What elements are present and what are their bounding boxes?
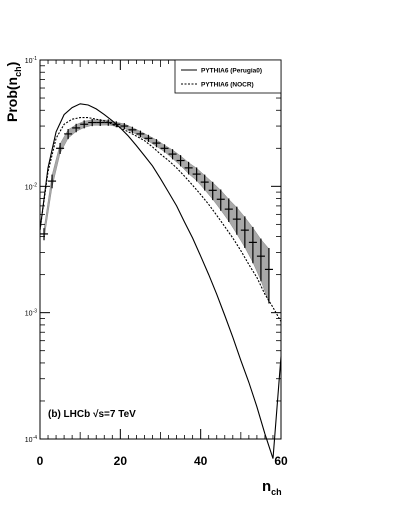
data-point: [168, 149, 177, 160]
y-axis-title: Prob(nch): [4, 62, 23, 122]
data-point: [152, 139, 161, 148]
legend-label-perugia0: PYTHIA6 (Perugia0): [201, 68, 262, 75]
data-point: [208, 181, 217, 201]
x-axis-title: nch: [262, 478, 282, 497]
y-tick-label-base: 10: [25, 58, 33, 65]
x-tick-label: 40: [194, 454, 208, 468]
y-tick-label-exponent: -1: [33, 56, 38, 62]
data-point: [216, 189, 225, 211]
data-point: [160, 144, 169, 153]
y-tick-label: 10-1: [25, 56, 37, 65]
y-tick-label-base: 10: [25, 437, 33, 444]
data-points-layer: [40, 119, 273, 304]
data-point: [112, 121, 121, 128]
y-tick-label: 10-2: [25, 182, 37, 191]
legend-label-nocr: PYTHIA6 (NOCR): [201, 82, 254, 89]
legend: PYTHIA6 (Perugia0) PYTHIA6 (NOCR): [174, 59, 282, 94]
y-axis-title-main: Prob(n: [4, 77, 20, 122]
y-tick-label: 10-4: [25, 435, 37, 444]
data-point: [224, 198, 233, 222]
y-tick-label-exponent: -4: [33, 435, 38, 441]
y-axis-title-close: ): [4, 62, 20, 67]
x-axis-title-sub: ch: [271, 487, 282, 497]
series-line-perugia0: [39, 103, 282, 459]
y-tick-label-exponent: -2: [33, 182, 38, 188]
x-tick-label: 0: [37, 454, 44, 468]
data-point: [80, 120, 89, 129]
y-tick-label-base: 10: [25, 311, 33, 318]
data-point: [192, 167, 201, 182]
plot-frame: [39, 59, 282, 440]
data-point: [64, 129, 73, 140]
data-point: [96, 119, 105, 126]
legend-box: [174, 59, 282, 94]
data-point: [144, 134, 153, 142]
data-point: [176, 155, 185, 167]
data-point: [264, 248, 273, 304]
series-line-nocr: [39, 117, 282, 322]
data-point: [72, 123, 81, 133]
x-axis-title-main: n: [262, 478, 271, 495]
data-point: [128, 126, 137, 134]
data-point: [200, 174, 209, 191]
x-tick-label: 60: [274, 454, 288, 468]
data-point: [232, 206, 241, 235]
data-point: [88, 119, 97, 127]
data-point: [248, 226, 257, 264]
data-point: [40, 228, 49, 241]
data-point: [120, 123, 129, 130]
data-point: [56, 143, 65, 155]
y-tick-label-exponent: -3: [33, 309, 38, 315]
series-layer: [39, 103, 282, 459]
data-point: [48, 174, 57, 189]
data-point: [184, 161, 193, 175]
data-point: [104, 119, 113, 126]
y-tick-label: 10-3: [25, 309, 37, 318]
y-axis-title-sub: ch: [13, 66, 23, 77]
chart-annotation: (b) LHCb √s=7 TeV: [48, 409, 136, 420]
data-point: [136, 130, 145, 138]
x-tick-label: 20: [114, 454, 128, 468]
data-point: [256, 238, 265, 282]
y-tick-label-base: 10: [25, 184, 33, 191]
data-point: [240, 216, 249, 248]
